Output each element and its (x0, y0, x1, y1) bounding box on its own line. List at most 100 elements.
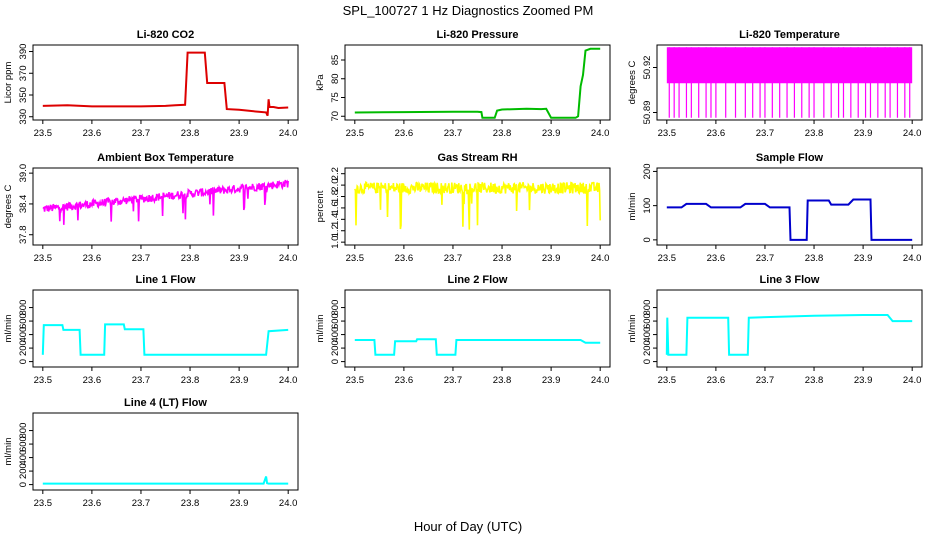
x-tick-label: 23.6 (707, 253, 726, 264)
series-group (41, 323, 289, 356)
series-group (42, 476, 289, 485)
x-tick-label: 23.7 (444, 253, 463, 264)
panel-title: Line 3 Flow (760, 274, 820, 286)
panel-title: Line 4 (LT) Flow (124, 397, 207, 409)
plot-frame (32, 289, 299, 368)
x-tick-label: 23.6 (395, 128, 414, 139)
y-tick-label: 1.4 (330, 213, 341, 226)
x-tick-label: 23.8 (181, 128, 200, 139)
panel-5: Sample Flow ml/min 23.5 23.6 23.7 23.8 23.9 24.… (627, 152, 923, 264)
y-axis-label: Licor ppm (3, 62, 14, 104)
x-tick-label: 23.7 (132, 375, 151, 386)
panel-7: Line 2 Flow ml/min 23.5 23.6 23.7 23.8 23.9 24.… (315, 274, 611, 386)
panel-1: Li-820 Pressure kPa 23.5 23.6 23.7 23.8 23.9 24… (315, 29, 611, 139)
y-tick-label: 200 (642, 340, 653, 356)
panel-8: Line 3 Flow ml/min 23.5 23.6 23.7 23.8 23.9 24.… (627, 274, 923, 386)
y-tick-label: 0 (18, 359, 29, 364)
y-axis-label: ml/min (627, 315, 638, 343)
y-tick-label: 0 (330, 359, 341, 364)
x-tick-label: 23.9 (854, 253, 873, 264)
series-line (354, 180, 601, 230)
series-group (42, 179, 289, 225)
x-tick-label: 23.9 (230, 498, 249, 509)
x-tick-label: 23.8 (181, 498, 200, 509)
y-tick-label: 50.89 (642, 101, 653, 125)
x-tick-label: 24.0 (279, 253, 298, 264)
y-tick-label: 400 (330, 327, 341, 343)
y-tick-label: 600 (18, 436, 29, 452)
series-group (665, 314, 913, 356)
x-tick-label: 23.5 (346, 253, 365, 264)
series-group (42, 51, 289, 117)
x-tick-label: 23.9 (542, 128, 561, 139)
y-axis-label: ml/min (3, 438, 14, 466)
x-tick-label: 23.7 (132, 128, 151, 139)
x-tick-label: 23.8 (493, 375, 512, 386)
panel-title: Line 1 Flow (136, 274, 196, 286)
x-tick-label: 23.6 (83, 498, 102, 509)
y-tick-label: 370 (18, 65, 29, 81)
y-tick-label: 600 (642, 313, 653, 329)
x-tick-label: 23.7 (132, 498, 151, 509)
y-tick-label: 350 (18, 87, 29, 103)
series-group (354, 338, 601, 356)
series-line (42, 51, 289, 117)
x-tick-label: 23.9 (542, 375, 561, 386)
y-tick-label: 600 (18, 313, 29, 329)
series-group (666, 198, 913, 241)
y-tick-label: 200 (330, 340, 341, 356)
y-tick-label: 2.0 (330, 179, 341, 192)
x-tick-label: 23.9 (230, 375, 249, 386)
y-tick-label: 400 (18, 327, 29, 343)
x-tick-label: 23.6 (707, 128, 726, 139)
x-tick-label: 23.6 (83, 128, 102, 139)
plot-frame (32, 44, 299, 121)
x-tick-label: 23.8 (805, 128, 824, 139)
y-axis-label: degrees C (3, 184, 14, 228)
y-tick-label: 390 (18, 44, 29, 60)
y-tick-label: 85 (330, 55, 341, 66)
y-tick-label: 2.2 (330, 167, 341, 180)
series-line (665, 314, 913, 356)
y-axis-label: ml/min (315, 315, 326, 343)
x-tick-label: 23.8 (805, 375, 824, 386)
x-tick-label: 24.0 (903, 253, 922, 264)
series-line (354, 338, 601, 356)
x-tick-label: 24.0 (279, 498, 298, 509)
plot-frame (344, 44, 611, 121)
y-tick-label: 1.0 (330, 236, 341, 249)
plot-frame (32, 412, 299, 491)
y-axis-label: kPa (315, 74, 326, 91)
x-tick-label: 23.9 (230, 253, 249, 264)
x-tick-label: 23.5 (34, 375, 53, 386)
x-tick-label: 23.5 (34, 128, 53, 139)
x-tick-label: 23.7 (444, 375, 463, 386)
plot-frame (344, 289, 611, 368)
x-tick-label: 23.8 (805, 253, 824, 264)
x-tick-label: 23.5 (658, 253, 677, 264)
y-tick-label: 1.2 (330, 224, 341, 237)
series-group (354, 47, 601, 119)
panel-3: Ambient Box Temperature degrees C 23.5 23.6… (3, 152, 299, 264)
figure-xlabel: Hour of Day (UTC) (414, 519, 522, 534)
y-tick-label: 70 (330, 111, 341, 122)
x-tick-label: 23.7 (756, 128, 775, 139)
x-tick-label: 23.6 (395, 253, 414, 264)
x-tick-label: 23.8 (181, 253, 200, 264)
y-tick-label: 80 (330, 73, 341, 84)
x-tick-label: 23.5 (346, 128, 365, 139)
x-tick-label: 23.6 (395, 375, 414, 386)
x-tick-label: 23.6 (83, 375, 102, 386)
y-tick-label: 800 (330, 300, 341, 316)
series-group (666, 47, 913, 118)
panel-title: Ambient Box Temperature (97, 152, 234, 164)
x-tick-label: 24.0 (279, 128, 298, 139)
panel-title: Gas Stream RH (437, 152, 517, 164)
x-tick-label: 23.6 (707, 375, 726, 386)
panel-6: Line 1 Flow ml/min 23.5 23.6 23.7 23.8 23.9 24.… (3, 274, 299, 386)
x-tick-label: 23.5 (658, 375, 677, 386)
panel-2: Li-820 Temperature degrees C 23.5 23.6 23.7 2… (627, 29, 923, 139)
x-tick-label: 24.0 (591, 375, 610, 386)
plot-frame (32, 167, 299, 246)
y-axis-label: percent (315, 190, 326, 222)
